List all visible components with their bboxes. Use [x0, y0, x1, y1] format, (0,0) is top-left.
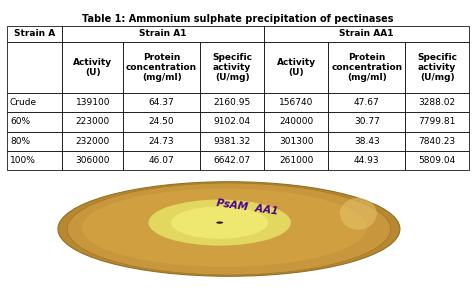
Bar: [405, 151, 469, 170]
Text: 7840.23: 7840.23: [419, 137, 456, 146]
Text: Activity
(U): Activity (U): [277, 58, 316, 77]
Ellipse shape: [82, 189, 367, 267]
Bar: [123, 112, 200, 132]
Text: Protein
concentration
(mg/ml): Protein concentration (mg/ml): [126, 53, 197, 82]
Text: 24.50: 24.50: [149, 117, 174, 126]
Text: 44.93: 44.93: [354, 156, 380, 165]
Bar: [328, 132, 405, 151]
Bar: [264, 26, 469, 42]
Bar: [62, 112, 123, 132]
Text: PsAM  AA1: PsAM AA1: [216, 198, 279, 216]
Text: 46.07: 46.07: [149, 156, 174, 165]
Bar: [264, 93, 328, 112]
Text: 47.67: 47.67: [354, 98, 380, 107]
Bar: [123, 132, 200, 151]
Text: 240000: 240000: [279, 117, 313, 126]
Bar: [264, 112, 328, 132]
Bar: [328, 93, 405, 112]
Text: 30.77: 30.77: [354, 117, 380, 126]
Text: 6642.07: 6642.07: [213, 156, 251, 165]
Bar: [328, 112, 405, 132]
Text: Protein
concentration
(mg/ml): Protein concentration (mg/ml): [331, 53, 402, 82]
Bar: [7, 112, 62, 132]
Bar: [405, 112, 469, 132]
Bar: [7, 132, 62, 151]
Bar: [62, 151, 123, 170]
Bar: [200, 112, 264, 132]
Bar: [62, 42, 123, 93]
Bar: [62, 93, 123, 112]
Text: 60%: 60%: [10, 117, 30, 126]
Text: 223000: 223000: [76, 117, 110, 126]
Text: 9102.04: 9102.04: [213, 117, 251, 126]
Text: 3288.02: 3288.02: [419, 98, 456, 107]
Text: 7799.81: 7799.81: [419, 117, 456, 126]
Bar: [62, 132, 123, 151]
Text: 2160.95: 2160.95: [213, 98, 251, 107]
Bar: [7, 26, 62, 42]
Bar: [200, 132, 264, 151]
Ellipse shape: [171, 206, 268, 239]
Text: 139100: 139100: [75, 98, 110, 107]
Text: 80%: 80%: [10, 137, 30, 146]
Bar: [200, 151, 264, 170]
Bar: [405, 42, 469, 93]
Bar: [328, 42, 405, 93]
Text: Strain AA1: Strain AA1: [339, 29, 394, 39]
Text: Strain A1: Strain A1: [139, 29, 187, 39]
Text: 24.73: 24.73: [149, 137, 174, 146]
Ellipse shape: [148, 200, 291, 246]
Text: 9381.32: 9381.32: [213, 137, 251, 146]
Bar: [123, 151, 200, 170]
Bar: [7, 93, 62, 112]
Bar: [264, 151, 328, 170]
Bar: [123, 42, 200, 93]
Bar: [264, 132, 328, 151]
Text: Specific
activity
(U/mg): Specific activity (U/mg): [417, 53, 457, 82]
Bar: [7, 42, 62, 93]
Text: Crude: Crude: [10, 98, 37, 107]
Bar: [264, 42, 328, 93]
Bar: [328, 151, 405, 170]
Text: 64.37: 64.37: [149, 98, 174, 107]
Text: 301300: 301300: [279, 137, 314, 146]
Bar: [405, 132, 469, 151]
Ellipse shape: [58, 182, 400, 276]
Ellipse shape: [340, 198, 377, 230]
Bar: [7, 151, 62, 170]
Text: 156740: 156740: [279, 98, 313, 107]
Text: Specific
activity
(U/mg): Specific activity (U/mg): [212, 53, 252, 82]
Text: Strain A: Strain A: [14, 29, 55, 39]
Bar: [200, 93, 264, 112]
Text: 261000: 261000: [279, 156, 313, 165]
Text: Table 1: Ammonium sulphate precipitation of pectinases: Table 1: Ammonium sulphate precipitation…: [82, 14, 394, 24]
Text: Activity
(U): Activity (U): [73, 58, 112, 77]
Text: 5809.04: 5809.04: [419, 156, 456, 165]
Bar: [405, 93, 469, 112]
Text: 306000: 306000: [75, 156, 110, 165]
Text: 38.43: 38.43: [354, 137, 380, 146]
Text: 100%: 100%: [10, 156, 36, 165]
Bar: [62, 26, 264, 42]
Bar: [200, 42, 264, 93]
Bar: [123, 93, 200, 112]
Ellipse shape: [216, 222, 223, 224]
Text: 232000: 232000: [76, 137, 110, 146]
Ellipse shape: [83, 213, 393, 263]
Ellipse shape: [67, 183, 391, 275]
